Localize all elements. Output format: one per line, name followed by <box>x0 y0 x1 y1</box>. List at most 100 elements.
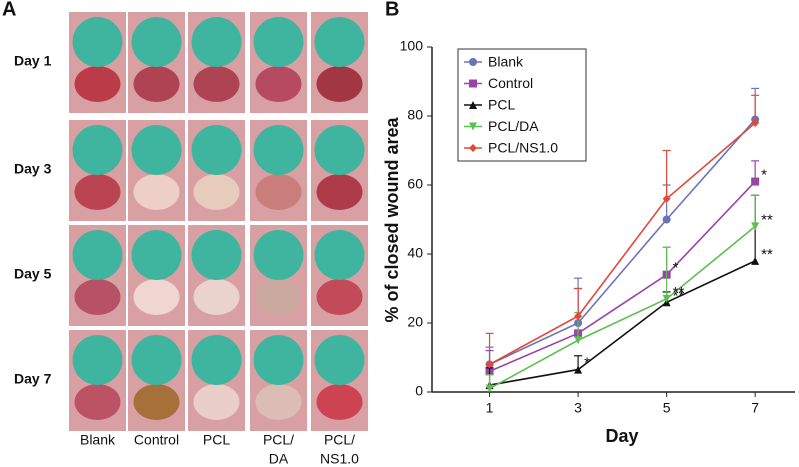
series-line <box>489 260 756 386</box>
wound <box>133 66 180 102</box>
disc <box>131 17 182 67</box>
disc <box>191 335 242 385</box>
y-tick-label: 80 <box>407 107 423 123</box>
legend-marker <box>469 144 477 152</box>
disc <box>131 230 182 280</box>
wound <box>316 66 363 102</box>
row-label: Day 7 <box>14 371 52 387</box>
annotation: ** <box>761 211 773 228</box>
panel-label: A <box>2 0 16 20</box>
wound <box>133 174 180 210</box>
disc <box>314 230 365 280</box>
series-line <box>489 225 756 390</box>
wound <box>74 279 121 315</box>
column-label: PCL/ <box>263 432 294 448</box>
wound <box>255 66 302 102</box>
marker <box>751 177 760 186</box>
y-axis-label: % of closed wound area <box>382 116 402 322</box>
disc <box>72 335 123 385</box>
disc <box>191 125 242 175</box>
x-axis-label: Day <box>605 426 638 446</box>
disc <box>253 125 304 175</box>
disc <box>131 335 182 385</box>
annotation: * <box>673 260 679 277</box>
y-tick-label: 40 <box>407 245 423 261</box>
marker <box>662 294 671 303</box>
disc <box>314 335 365 385</box>
x-tick-label: 5 <box>663 400 671 416</box>
disc <box>253 335 304 385</box>
x-tick-label: 3 <box>574 400 582 416</box>
marker <box>485 360 494 369</box>
legend-label: PCL <box>488 97 515 113</box>
wound <box>74 384 121 420</box>
disc <box>191 17 242 67</box>
photo-grid: Day 1 Day 3 Day 5 Day 7 Blank Control PCL PCL/D… <box>14 12 368 467</box>
legend-marker <box>469 122 477 131</box>
marker <box>574 365 583 374</box>
marker <box>662 194 671 203</box>
series-line <box>489 118 756 366</box>
disc <box>191 230 242 280</box>
marker <box>751 222 760 231</box>
wound <box>133 279 180 315</box>
wound <box>316 174 363 210</box>
panel-label: B <box>385 0 399 20</box>
row-label: Day 1 <box>14 53 52 69</box>
wound <box>133 384 180 420</box>
disc <box>72 125 123 175</box>
series-line <box>489 180 756 373</box>
disc <box>131 125 182 175</box>
disc <box>314 125 365 175</box>
legend-marker <box>469 58 477 66</box>
row-label: Day 3 <box>14 161 52 177</box>
legend-label: Control <box>488 75 533 91</box>
marker <box>751 118 760 127</box>
legend-label: PCL/NS1.0 <box>488 140 558 156</box>
wound <box>316 384 363 420</box>
marker <box>662 215 671 224</box>
wound <box>255 279 302 315</box>
column-label: NS1.0 <box>320 451 359 467</box>
annotation: * <box>761 167 767 184</box>
chart: Day % of closed wound area 0 20 40 60 80 100 1… <box>382 38 795 446</box>
disc <box>253 17 304 67</box>
series-line <box>489 122 756 366</box>
disc <box>72 230 123 280</box>
row-label: Day 5 <box>14 266 52 282</box>
legend-marker <box>469 101 477 109</box>
x-tick-label: 1 <box>486 400 494 416</box>
column-label: PCL <box>203 432 230 448</box>
legend: Blank Control PCL PCL/DA PCL/NS1.0 <box>457 48 587 162</box>
annotation: ** <box>673 287 685 304</box>
wound <box>255 174 302 210</box>
disc <box>314 17 365 67</box>
x-tick-label: 7 <box>751 400 759 416</box>
column-label: Control <box>134 432 179 448</box>
marker <box>574 336 583 345</box>
annotation: ** <box>761 246 773 263</box>
y-tick-label: 60 <box>407 176 423 192</box>
wound <box>193 174 240 210</box>
legend-marker <box>469 79 477 88</box>
legend-label: PCL/DA <box>488 118 539 134</box>
y-tick-label: 100 <box>400 38 424 54</box>
annotation: ** <box>673 284 685 301</box>
legend-label: Blank <box>488 54 524 70</box>
wound <box>255 384 302 420</box>
wound <box>74 66 121 102</box>
column-label: DA <box>269 451 289 467</box>
marker <box>574 312 583 321</box>
annotation: * <box>584 355 590 372</box>
disc <box>253 230 304 280</box>
y-tick-label: 20 <box>407 314 423 330</box>
disc <box>72 17 123 67</box>
marker <box>485 384 494 393</box>
marker <box>751 256 760 265</box>
wound <box>74 174 121 210</box>
wound <box>193 279 240 315</box>
wound <box>193 384 240 420</box>
column-label: PCL/ <box>324 432 355 448</box>
wound <box>193 66 240 102</box>
